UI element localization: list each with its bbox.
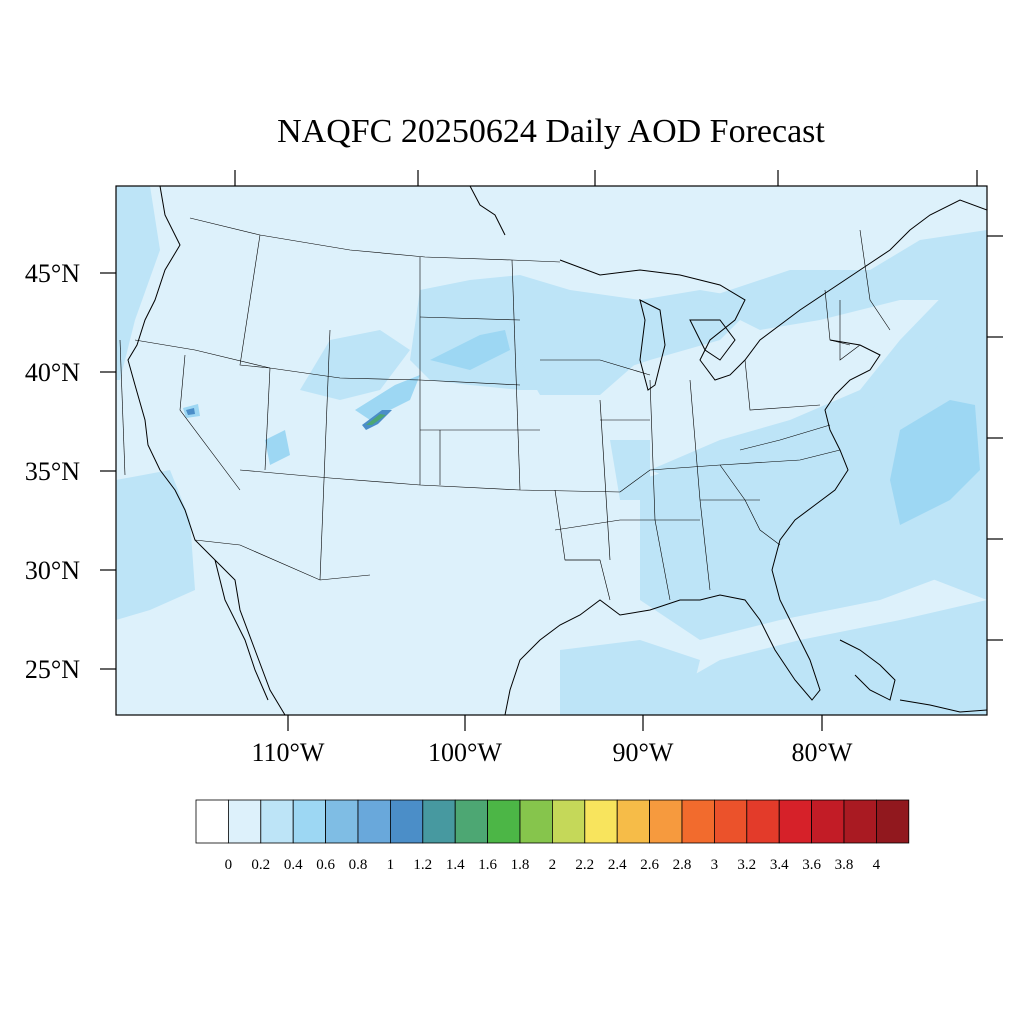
map-frame [115,185,988,716]
colorbar-swatch [714,799,748,844]
colorbar-label: 3.4 [770,857,789,873]
longitude-labels: 110°W 100°W 90°W 80°W [252,738,853,767]
colorbar-swatch [681,799,715,844]
map-area [116,186,987,715]
map-title: NAQFC 20250624 Daily AOD Forecast [277,113,825,150]
colorbar-swatch [422,799,456,844]
colorbar-label: 4 [873,857,881,873]
colorbar-swatch [487,799,521,844]
lat-label: 25°N [25,655,80,684]
colorbar-label: 3.6 [802,857,821,873]
colorbar-swatch [325,799,359,844]
colorbar-label: 0.4 [284,857,303,873]
colorbar-label: 0 [225,857,233,873]
lat-label: 30°N [25,556,80,585]
colorbar-swatch [519,799,553,844]
lon-label: 90°W [613,738,674,767]
aod-0.2-0.4-regions [116,186,987,715]
colorbar-label: 2 [549,857,557,873]
colorbar-label: 3 [711,857,719,873]
lon-label: 110°W [252,738,325,767]
colorbar-swatch [260,799,294,844]
colorbar-label: 1.4 [446,857,465,873]
colorbar-label: 1.8 [511,857,530,873]
coastlines [127,186,987,715]
colorbar-swatch [778,799,813,844]
colorbar-swatch [552,799,586,844]
lat-label: 35°N [25,457,80,486]
colorbar-label: 3.2 [737,857,756,873]
colorbar-swatch [584,799,618,844]
colorbar-swatch [292,799,327,844]
aod-0.4-0.6-regions [183,330,980,525]
colorbar-label: 1.2 [413,857,432,873]
colorbar-label: 0.8 [349,857,368,873]
colorbar-label: 2.2 [575,857,594,873]
colorbar-label: 2.8 [673,857,692,873]
colorbar-label: 2.4 [608,857,627,873]
aod-high-streaks [186,408,392,430]
lon-label: 80°W [792,738,853,767]
colorbar-swatch [746,799,780,844]
colorbar-swatch [649,799,683,844]
colorbar-label: 3.8 [835,857,854,873]
colorbar-label: 1.6 [478,857,497,873]
bottom-tick-marks [287,715,823,731]
colorbar-label: 0.2 [251,857,270,873]
colorbar-swatch [454,799,489,844]
top-tick-marks [234,170,978,186]
lon-label: 100°W [428,738,502,767]
colorbar-swatch [616,799,651,844]
colorbar-swatch [843,799,877,844]
colorbar-label: 1 [387,857,395,873]
colorbar-labels: 0 0.2 0.4 0.6 0.8 1 1.2 1.4 1.6 1.8 2 2.2 2.4 2.6 2.8 3… [225,857,881,873]
colorbar-label: 2.6 [640,857,659,873]
colorbar-swatch [389,799,424,844]
colorbar-swatch [357,799,391,844]
colorbar-swatch [876,799,910,844]
right-tick-marks [987,235,1003,641]
colorbar [195,799,910,844]
lat-label: 40°N [25,358,80,387]
state-boundaries [119,217,891,601]
colorbar-swatch [227,799,262,844]
colorbar-swatch [195,799,229,844]
latitude-labels: 45°N 40°N 35°N 30°N 25°N [25,259,80,684]
colorbar-swatch [811,799,845,844]
colorbar-label: 0.6 [316,857,335,873]
left-tick-marks [100,272,116,670]
lat-label: 45°N [25,259,80,288]
